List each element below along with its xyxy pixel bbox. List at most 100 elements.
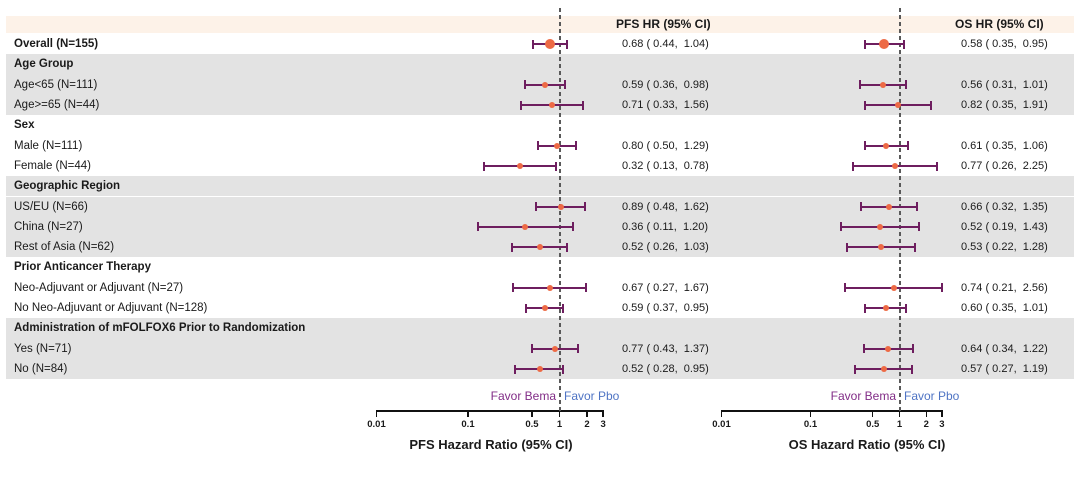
os-value: 0.60 ( 0.35, 1.01) [961, 302, 1048, 314]
os-ci-upper-cap [940, 283, 943, 293]
os-ci-lower-cap [853, 364, 856, 374]
pfs-ci-upper-cap [582, 100, 585, 110]
subgroup-row: Age<65 (N=111) 0.59 ( 0.36, 0.98) 0.56 ( 0… [6, 74, 1074, 95]
os-ci-upper-cap [906, 141, 909, 151]
pfs-ci-lower-cap [512, 283, 515, 293]
os-point [885, 345, 892, 352]
os-value: 0.77 ( 0.26, 2.25) [961, 159, 1048, 172]
axis-tick [941, 410, 943, 417]
pfs-ci-lower-cap [520, 100, 523, 110]
row-label: Overall (N=155) [14, 38, 99, 51]
row-label: Administration of mFOLFOX6 Prior to Rand… [14, 322, 306, 335]
subgroup-row: Male (N=111) 0.80 ( 0.50, 1.29) 0.61 ( 0.3… [6, 136, 1074, 156]
pfs-point [545, 39, 556, 50]
axis-tick [586, 410, 588, 417]
os-value: 0.64 ( 0.34, 1.22) [961, 342, 1048, 355]
os-favor-pbo-label: Favor Pbo [904, 389, 960, 403]
row-label: No (N=84) [14, 362, 68, 375]
os-ci-upper-cap [929, 100, 932, 110]
os-axis-line [722, 410, 942, 412]
subgroup-row: Age>=65 (N=44) 0.71 ( 0.33, 1.56) 0.82 ( 0… [6, 95, 1074, 116]
axis-tick-label: 2 [584, 419, 590, 430]
pfs-ci-upper-cap [574, 141, 577, 151]
pfs-ci-lower-cap [513, 364, 516, 374]
os-ci-lower-cap [863, 39, 866, 49]
axis-tick-label: 0.1 [461, 419, 475, 430]
os-column-header: OS HR (95% CI) [955, 17, 1044, 31]
subgroup-row: Rest of Asia (N=62) 0.52 ( 0.26, 1.03) 0.5… [6, 237, 1074, 258]
os-ci-lower-cap [860, 202, 863, 212]
row-label: Male (N=111) [14, 139, 83, 152]
pfs-ci-lower-cap [536, 141, 539, 151]
axis-tick [558, 410, 561, 417]
row-label: Rest of Asia (N=62) [14, 241, 115, 254]
os-ci-lower-cap [840, 222, 843, 232]
pfs-value: 0.77 ( 0.43, 1.37) [622, 342, 709, 355]
subgroup-row: Prior Anticancer Therapy [6, 257, 1074, 277]
os-value: 0.61 ( 0.35, 1.06) [961, 139, 1048, 152]
os-point [892, 163, 899, 170]
pfs-point [541, 81, 548, 88]
pfs-ci-lower-cap [530, 344, 533, 354]
os-point [894, 102, 901, 109]
pfs-value: 0.32 ( 0.13, 0.78) [622, 159, 709, 172]
axis-tick-label: 0.5 [866, 419, 880, 430]
pfs-ci-upper-cap [577, 344, 579, 354]
os-value: 0.74 ( 0.21, 2.56) [961, 281, 1048, 294]
pfs-favor-pbo-label: Favor Pbo [564, 389, 620, 403]
pfs-ci-lower-cap [523, 80, 526, 90]
row-label: Geographic Region [14, 180, 121, 193]
pfs-point [517, 163, 524, 170]
os-ci-upper-cap [935, 161, 938, 171]
pfs-ci-upper-cap [583, 202, 586, 212]
os-point [882, 305, 889, 312]
pfs-ci-lower-cap [510, 242, 513, 252]
pfs-ci-lower-cap [483, 161, 486, 171]
os-ci-upper-cap [904, 80, 907, 90]
subgroup-row: Sex [6, 115, 1074, 135]
pfs-value: 0.71 ( 0.33, 1.56) [622, 99, 709, 111]
pfs-ci-upper-cap [565, 242, 568, 252]
axis-tick-label: 0.01 [712, 419, 731, 430]
pfs-value: 0.89 ( 0.48, 1.62) [622, 200, 709, 213]
pfs-value: 0.52 ( 0.26, 1.03) [622, 241, 709, 254]
reference-line-os [899, 8, 901, 411]
row-label: China (N=27) [14, 220, 83, 233]
pfs-axis-title: PFS Hazard Ratio (95% CI) [409, 437, 573, 452]
axis-tick-label: 0.01 [367, 419, 386, 430]
os-ci-lower-cap [863, 100, 866, 110]
os-ci-lower-cap [862, 344, 865, 354]
row-label: Age>=65 (N=44) [14, 99, 100, 111]
row-label: US/EU (N=66) [14, 200, 88, 213]
subgroup-row: China (N=27) 0.36 ( 0.11, 1.20) 0.52 ( 0.1… [6, 216, 1074, 238]
axis-tick [375, 410, 378, 417]
axis-tick [809, 410, 812, 417]
axis-tick-label: 2 [923, 419, 929, 430]
os-value: 0.57 ( 0.27, 1.19) [961, 362, 1048, 375]
pfs-value: 0.59 ( 0.37, 0.95) [622, 302, 709, 314]
subgroup-row: Overall (N=155) 0.68 ( 0.44, 1.04) 0.58 ( … [6, 34, 1074, 54]
os-favor-bema-label: Favor Bema [830, 389, 896, 403]
row-label: Neo-Adjuvant or Adjuvant (N=27) [14, 281, 184, 294]
pfs-ci-upper-cap [554, 161, 557, 171]
os-value: 0.82 ( 0.35, 1.91) [961, 99, 1048, 111]
row-label: Sex [14, 119, 35, 132]
os-ci-upper-cap [904, 303, 907, 313]
subgroup-row: Geographic Region [6, 176, 1074, 197]
row-label: Female (N=44) [14, 159, 92, 172]
row-label: No Neo-Adjuvant or Adjuvant (N=128) [14, 302, 208, 314]
pfs-value: 0.67 ( 0.27, 1.67) [622, 281, 709, 294]
subgroup-row: Administration of mFOLFOX6 Prior to Rand… [6, 318, 1074, 339]
pfs-point [536, 244, 543, 251]
subgroup-row: No Neo-Adjuvant or Adjuvant (N=128) 0.59 … [6, 298, 1074, 318]
os-point [880, 81, 887, 88]
row-label: Age<65 (N=111) [14, 78, 98, 91]
subgroup-row: Neo-Adjuvant or Adjuvant (N=27) 0.67 ( 0.… [6, 278, 1074, 298]
os-ci-upper-cap [902, 39, 905, 49]
subgroup-row: Age Group [6, 54, 1074, 75]
os-value: 0.56 ( 0.31, 1.01) [961, 78, 1048, 91]
os-ci-lower-cap [859, 80, 862, 90]
os-ci-lower-cap [844, 283, 847, 293]
pfs-ci-upper-cap [571, 222, 574, 232]
pfs-point [557, 203, 564, 210]
